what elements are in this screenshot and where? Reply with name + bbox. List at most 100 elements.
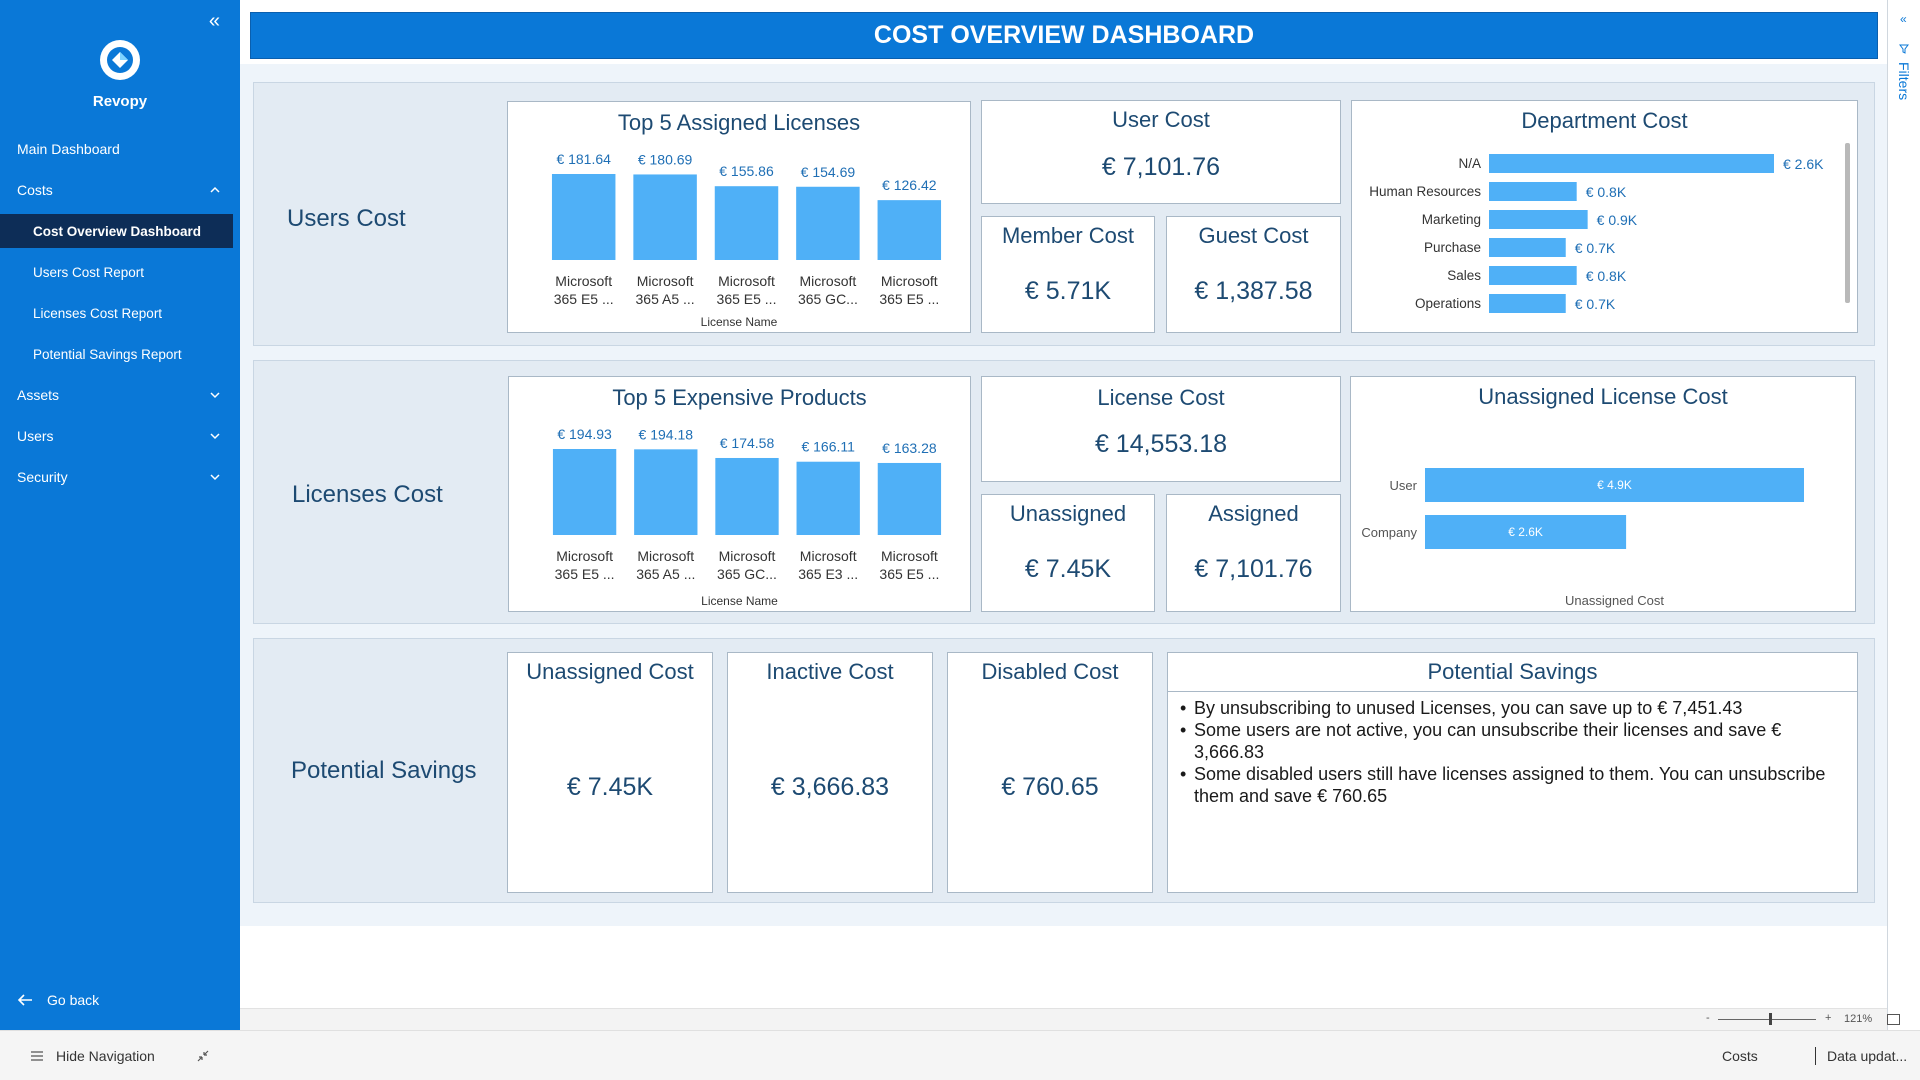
category-label: Microsoft [637,548,694,564]
zoom-bar: - + 121% [240,1008,1900,1030]
users-cost-section: Users Cost Top 5 Assigned Licenses € 181.… [253,82,1875,346]
nav-label: Costs [17,182,53,198]
bar[interactable] [714,186,779,260]
card-value: € 7.45K [566,773,654,801]
card-value: € 7,101.76 [1101,153,1221,181]
category-label: 365 E5 ... [555,566,615,582]
potential-savings-card[interactable]: Potential Savings By unsubscribing to un… [1167,652,1858,893]
filter-icon [1899,44,1909,54]
bar[interactable] [1489,154,1774,173]
nav-potential-savings-report[interactable]: Potential Savings Report [0,337,233,371]
scrollbar[interactable] [1845,143,1850,303]
bar[interactable] [877,462,942,535]
data-label: € 181.64 [556,151,611,167]
data-label: € 174.58 [720,435,775,451]
bar[interactable] [633,174,697,260]
card-title: Assigned [1208,501,1299,526]
category-label: 365 GC... [717,566,777,582]
hamburger-icon [31,1051,43,1061]
assigned-card[interactable]: Assigned € 7,101.76 [1166,494,1341,612]
card-title: Unassigned Cost [526,659,694,684]
category-label: 365 A5 ... [636,566,695,582]
nav-assets[interactable]: Assets [0,378,233,412]
data-updated-label: Data updat... [1827,1048,1908,1064]
unassigned-cost-card[interactable]: Unassigned Cost € 7.45K [507,652,713,893]
brand-name: Revopy [92,93,148,110]
licenses-cost-section: Licenses Cost Top 5 Expensive Products € … [253,360,1875,624]
card-title: Potential Savings [1427,659,1598,684]
zoom-in-button[interactable]: + [1825,1012,1832,1024]
data-label: € 0.8K [1586,268,1627,284]
bar[interactable] [1489,210,1588,229]
expand-filters-icon[interactable]: « [1900,12,1907,26]
bar[interactable] [796,186,860,260]
status-bar: Hide Navigation Costs Data updat... [0,1030,1920,1080]
category-label: Purchase [1424,240,1481,255]
collapse-sidebar-icon[interactable]: « [208,10,220,32]
data-label: € 126.42 [882,177,937,193]
bar[interactable] [877,200,942,260]
go-back-button[interactable]: Go back [17,992,99,1008]
category-label: Microsoft [800,273,857,289]
nav-licenses-cost-report[interactable]: Licenses Cost Report [0,296,233,330]
bar[interactable] [1489,238,1566,257]
top-5-expensive-products-chart[interactable]: Top 5 Expensive Products € 194.93 Microsof… [508,376,971,612]
bar[interactable] [1489,294,1566,313]
category-label: Microsoft [718,273,775,289]
filters-label[interactable]: Filters [1896,62,1912,101]
inactive-cost-card[interactable]: Inactive Cost € 3,666.83 [727,652,933,893]
card-title: License Cost [1097,385,1225,410]
unassigned-license-cost-chart[interactable]: Unassigned License Cost User € 4.9K Company… [1350,376,1856,612]
bar[interactable] [634,449,698,535]
data-label: € 155.86 [719,163,774,179]
fit-to-page-icon[interactable] [1887,1014,1900,1025]
chevron-up-icon [210,186,220,193]
chevron-down-icon [210,474,220,481]
bar[interactable] [1425,468,1804,502]
unassigned-card[interactable]: Unassigned € 7.45K [981,494,1155,612]
savings-item: Some disabled users still have licenses … [1180,763,1849,807]
bar[interactable] [796,461,860,535]
category-label: Sales [1447,268,1481,283]
category-label: Microsoft [719,548,776,564]
bar[interactable] [1425,515,1627,549]
data-label: € 163.28 [882,440,937,456]
bar[interactable] [715,457,779,535]
category-label: 365 E5 ... [554,291,614,307]
nav-security[interactable]: Security [0,460,233,494]
category-label: Marketing [1422,212,1481,227]
category-label: N/A [1458,156,1481,171]
bar[interactable] [1489,266,1577,285]
bar[interactable] [1489,182,1577,201]
bar[interactable] [551,174,616,260]
nav-main-dashboard[interactable]: Main Dashboard [0,132,233,166]
savings-item: Some users are not active, you can unsub… [1180,719,1849,763]
category-label: User [1390,478,1418,493]
guest-cost-card[interactable]: Guest Cost € 1,387.58 [1166,216,1341,333]
collapse-icon[interactable] [195,1048,211,1064]
department-cost-chart[interactable]: Department Cost N/A € 2.6K Human Resources €… [1351,100,1858,333]
zoom-out-button[interactable]: - [1706,1012,1710,1024]
card-value: € 1,387.58 [1194,277,1313,305]
status-page-name[interactable]: Costs [1722,1048,1758,1064]
zoom-slider[interactable] [1718,1019,1816,1020]
top-5-assigned-licenses-chart[interactable]: Top 5 Assigned Licenses € 181.64 Microsoft… [507,101,971,333]
x-axis-label: Unassigned Cost [1565,593,1664,608]
nav-costs[interactable]: Costs [0,173,233,207]
license-cost-card[interactable]: License Cost € 14,553.18 [981,376,1341,482]
nav-users-cost-report[interactable]: Users Cost Report [0,255,233,289]
user-cost-card[interactable]: User Cost € 7,101.76 [981,100,1341,204]
data-label: € 194.93 [557,426,612,442]
category-label: Microsoft [881,273,938,289]
hide-navigation-button[interactable]: Hide Navigation [30,1048,155,1064]
member-cost-card[interactable]: Member Cost € 5.71K [981,216,1155,333]
nav-cost-overview-dashboard[interactable]: Cost Overview Dashboard [0,214,233,248]
chart-title: Department Cost [1521,108,1687,133]
nav-users[interactable]: Users [0,419,233,453]
zoom-slider-thumb[interactable] [1769,1013,1772,1025]
bar[interactable] [552,449,617,535]
data-label: € 0.7K [1575,240,1616,256]
disabled-cost-card[interactable]: Disabled Cost € 760.65 [947,652,1153,893]
nav-label: Users [17,428,54,444]
chart-title: Top 5 Expensive Products [612,385,866,410]
